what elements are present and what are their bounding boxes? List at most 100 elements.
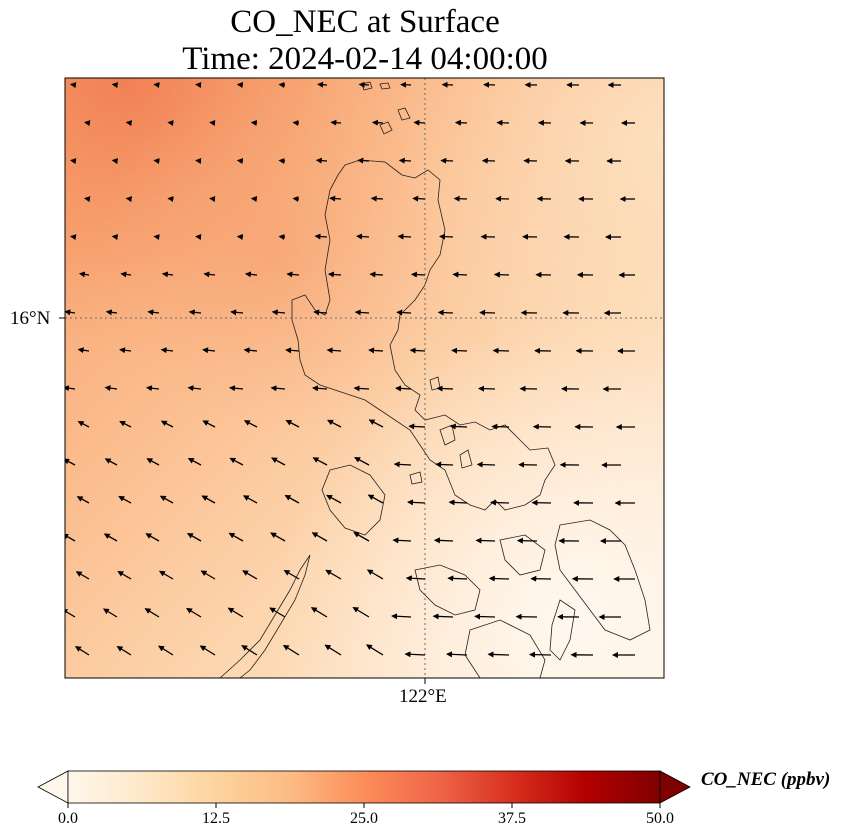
- wind-arrow: [490, 499, 510, 506]
- wind-arrow: [146, 458, 160, 466]
- wind-arrow: [70, 82, 77, 89]
- wind-arrow: [103, 533, 118, 542]
- wind-arrow: [200, 570, 216, 580]
- wind-arrow: [311, 532, 328, 542]
- wind-arrow: [488, 575, 510, 582]
- wind-arrow: [104, 458, 118, 466]
- longitude-tick-label: 122°E: [399, 686, 447, 707]
- gridlines: [65, 78, 664, 678]
- wind-arrow: [195, 82, 202, 88]
- wind-arrow: [354, 457, 370, 466]
- wind-arrow: [153, 158, 160, 165]
- wind-arrow: [314, 233, 328, 240]
- wind-arrow: [368, 419, 384, 428]
- wind-arrow: [111, 234, 119, 241]
- wind-arrow: [292, 195, 300, 202]
- wind-arrow: [326, 494, 342, 504]
- wind-arrow: [492, 347, 510, 354]
- wind-arrow: [271, 457, 286, 466]
- wind-arrow: [432, 613, 454, 620]
- wind-arrow: [159, 495, 174, 504]
- babuyan-islands: [361, 81, 411, 135]
- wind-arrow: [243, 347, 258, 354]
- wind-arrow: [202, 420, 216, 428]
- wind-arrow: [454, 119, 468, 126]
- wind-arrow: [241, 645, 258, 656]
- wind-arrow: [439, 233, 454, 240]
- map-frame: [64, 77, 665, 679]
- wind-arrow: [77, 421, 90, 428]
- wind-arrow: [284, 494, 300, 504]
- wind-arrow: [400, 81, 412, 88]
- wind-arrow: [236, 81, 244, 88]
- wind-arrow: [187, 385, 202, 392]
- wind-arrow: [111, 158, 119, 165]
- wind-arrow: [398, 157, 412, 164]
- wind-arrow: [313, 309, 328, 316]
- wind-arrow: [451, 347, 468, 354]
- wind-arrow: [187, 457, 202, 466]
- wind-arrow: [209, 120, 216, 126]
- wind-arrow: [84, 196, 91, 203]
- wind-arrow: [70, 234, 77, 241]
- wind-arrow: [119, 347, 132, 354]
- wind-arrow: [228, 532, 244, 542]
- wind-arrow: [236, 157, 244, 164]
- wind-arrow: [65, 458, 76, 466]
- wind-arrow: [392, 537, 412, 544]
- wind-arrow: [167, 120, 174, 127]
- wind-arrow: [70, 158, 77, 165]
- wind-arrow: [327, 419, 342, 428]
- wind-arrow: [324, 644, 342, 656]
- wind-arrow: [119, 420, 132, 428]
- colorbar-label: CO_NEC (ppbv): [701, 769, 831, 790]
- wind-arrow: [437, 309, 454, 316]
- wind-arrow: [65, 385, 76, 392]
- wind-arrow: [292, 119, 300, 126]
- wind-arrow: [491, 423, 510, 430]
- wind-arrow: [367, 494, 384, 504]
- wind-arrow: [270, 385, 286, 392]
- wind-arrow: [370, 195, 384, 202]
- map-panel: [65, 78, 664, 678]
- wind-arrow: [404, 651, 426, 658]
- wind-arrow: [270, 532, 286, 542]
- luzon-coastline: [291, 159, 556, 511]
- wind-arrow: [282, 644, 300, 656]
- wind-arrow: [315, 157, 328, 164]
- wind-arrow: [366, 569, 384, 580]
- wind-arrow: [203, 271, 216, 278]
- wind-arrow: [474, 613, 496, 620]
- wind-arrow: [312, 385, 328, 392]
- wind-arrow: [242, 570, 258, 580]
- wind-arrow: [244, 271, 258, 278]
- wind-arrow: [479, 309, 496, 316]
- concentration-low-northeast: [65, 78, 664, 678]
- wind-arrow: [325, 569, 342, 580]
- latitude-tick-label: 16°N: [10, 308, 51, 329]
- wind-arrow: [209, 196, 216, 202]
- masbate-coastline: [499, 534, 546, 576]
- wind-arrow: [353, 531, 370, 542]
- wind-arrow: [242, 495, 258, 504]
- wind-arrow: [158, 645, 174, 656]
- wind-arrow: [529, 651, 552, 658]
- wind-arrow: [487, 651, 510, 658]
- wind-arrow: [393, 461, 412, 468]
- wind-arrow: [435, 461, 454, 468]
- colorbar-ticks: [67, 803, 661, 808]
- wind-arrow: [160, 420, 174, 428]
- wind-arrow: [77, 347, 90, 354]
- wind-arrow: [396, 309, 412, 316]
- wind-arrow: [118, 495, 132, 504]
- colorbar: [37, 770, 691, 808]
- wind-arrow: [153, 82, 160, 89]
- wind-arrow: [84, 120, 91, 127]
- wind-arrow: [271, 309, 286, 316]
- wind-arrow: [436, 385, 454, 392]
- wind-arrow: [111, 82, 119, 89]
- colorbar-min-extend: [37, 770, 69, 804]
- wind-arrow: [145, 533, 160, 542]
- wind-arrow: [330, 119, 342, 126]
- wind-arrow: [230, 309, 244, 316]
